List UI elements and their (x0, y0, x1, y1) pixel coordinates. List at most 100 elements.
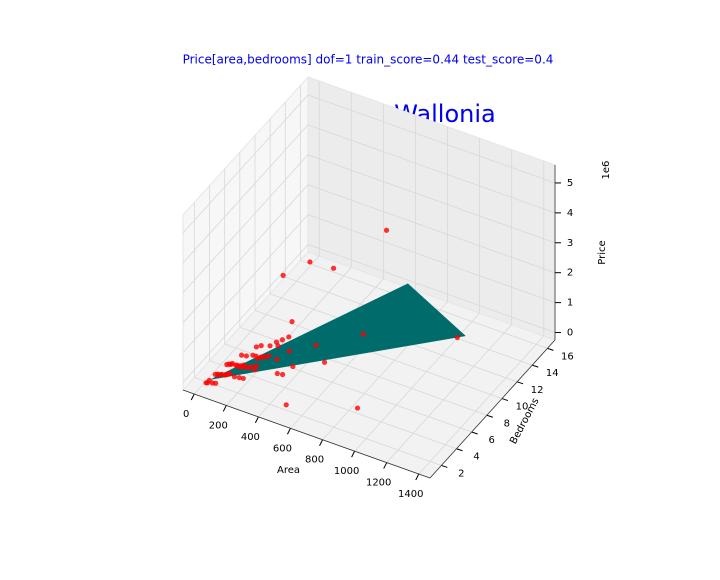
y-tick (547, 347, 554, 351)
point (266, 353, 272, 359)
grid-line (182, 124, 309, 264)
z-tick-label: 2 (567, 268, 573, 279)
point (240, 375, 246, 382)
x-tick-label: 1200 (366, 478, 391, 489)
point (236, 374, 242, 381)
point (307, 259, 313, 265)
y-tick (441, 464, 448, 468)
x-tick-label: 1400 (398, 489, 423, 500)
grid-line (307, 214, 556, 303)
point (274, 370, 280, 377)
x-tick (319, 439, 323, 446)
x-tick-label: 600 (273, 443, 292, 454)
point (313, 342, 319, 348)
surface (210, 283, 466, 380)
grid-line (182, 244, 309, 383)
z-axis-label: Price (597, 240, 608, 264)
y-tick (532, 364, 539, 368)
grid-line (239, 326, 487, 416)
point (275, 343, 281, 349)
point (203, 380, 209, 386)
point (283, 402, 289, 408)
point (454, 334, 460, 341)
point (231, 374, 238, 380)
point (242, 364, 248, 370)
grid-line (194, 377, 442, 466)
point (236, 364, 242, 370)
z-tick-label: 5 (567, 178, 573, 189)
grid-line (182, 94, 309, 234)
point (212, 371, 218, 378)
point (279, 371, 286, 378)
grid-line (307, 184, 556, 274)
chart-title: Price[area,bedrooms] dof=1 train_score=0… (183, 53, 554, 67)
point (360, 331, 366, 337)
y-tick (471, 431, 478, 435)
point (383, 227, 390, 233)
z-offset-label: 1e6 (601, 161, 612, 180)
y-tick-label: 16 (561, 351, 574, 362)
y-tick-label: 2 (458, 468, 464, 479)
x-axis-label: Area (277, 465, 300, 476)
point (243, 353, 250, 359)
grid-line (193, 255, 320, 395)
axis-line (182, 389, 431, 479)
x-tick-label: 1000 (334, 466, 359, 477)
x-tick (222, 405, 227, 412)
y-tick-label: 10 (516, 402, 529, 413)
point (267, 343, 273, 349)
y-tick-label: 8 (504, 418, 510, 429)
point (289, 319, 295, 325)
grid-line (386, 324, 512, 463)
grid-line (418, 335, 545, 475)
axis-line (429, 339, 556, 479)
point (274, 356, 280, 362)
grid-line (307, 94, 556, 184)
point (321, 359, 328, 365)
point (238, 352, 245, 358)
x-tick (415, 473, 420, 481)
point (286, 334, 292, 340)
y-tick (516, 381, 524, 385)
point (330, 265, 337, 271)
grid-line (307, 154, 556, 244)
grid-line (307, 244, 556, 333)
z-tick-label: 4 (567, 208, 573, 219)
y-tick-label: 14 (546, 368, 559, 379)
grid-line (182, 214, 309, 353)
point (253, 344, 259, 350)
x-tick-label: 200 (209, 420, 228, 431)
point (213, 380, 219, 386)
y-tick (456, 448, 463, 452)
point (280, 272, 286, 278)
y-tick (486, 414, 493, 418)
x-tick (287, 428, 291, 435)
z-tick-label: 3 (567, 238, 573, 249)
point (290, 363, 296, 370)
y-tick-label: 6 (488, 435, 494, 446)
grid-line (209, 360, 457, 450)
x-tick-label: 0 (183, 409, 189, 420)
point (225, 371, 231, 377)
x-tick (190, 393, 195, 401)
x-tick (383, 462, 388, 469)
z-tick-label: 1 (567, 298, 573, 309)
point (258, 343, 264, 349)
point (354, 405, 361, 411)
grid-line (182, 154, 309, 294)
z-tick-label: 0 (567, 328, 573, 339)
point (226, 361, 232, 367)
point (279, 337, 286, 343)
grid-line (307, 124, 556, 214)
point (258, 354, 264, 360)
grid-line (254, 310, 503, 399)
grid-line (182, 184, 309, 323)
x-tick-label: 800 (305, 455, 324, 466)
y-tick (501, 398, 509, 402)
x-tick-label: 400 (241, 432, 260, 443)
point (286, 348, 292, 354)
y-tick-label: 4 (473, 452, 479, 463)
x-tick (351, 450, 356, 458)
x-tick (254, 416, 259, 424)
